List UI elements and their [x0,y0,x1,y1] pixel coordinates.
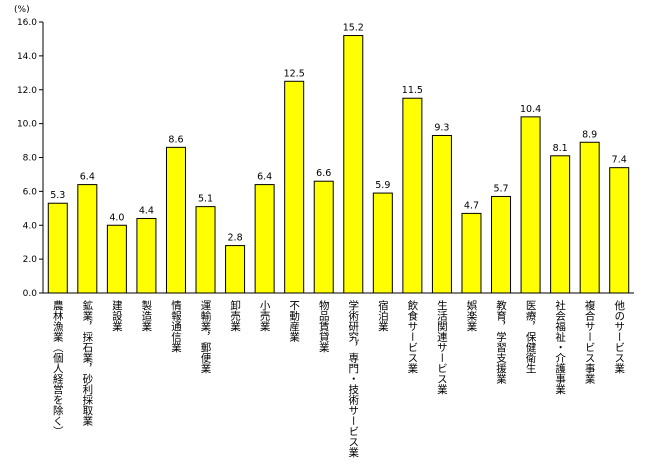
bar [520,116,541,294]
bar-value-label: 2.8 [228,233,243,244]
bar [254,184,275,294]
bar-value-label: 8.1 [553,143,568,154]
category-label: 物品賃貸業 [318,299,330,353]
bar-value-label: 4.4 [139,205,154,216]
bar-value-label: 10.4 [520,104,541,115]
bar-value-label: 5.7 [493,183,508,194]
bar-value-label: 6.6 [316,168,331,179]
category-label: 農林漁業（個人経営を除く） [52,299,64,436]
category-label: 社会福祉・介護事業 [554,299,566,395]
y-unit-label: (%) [14,5,30,15]
bar [106,224,127,294]
bar [313,180,334,294]
y-tick-label: 0.0 [23,289,38,299]
bar [136,217,157,294]
bar-value-label: 5.1 [198,194,213,205]
y-tick-label: 6.0 [23,187,38,197]
category-label: 小売業 [259,300,271,332]
bar [165,146,186,294]
bar-value-label: 6.4 [257,172,272,183]
category-label: 医療，保健衛生 [525,300,537,374]
category-label: 飲食サービス業 [406,299,418,374]
bar [402,97,423,294]
category-label: 情報通信業 [170,299,182,353]
category-label: 鉱業，採石業，砂利採取業 [81,299,93,427]
bar [609,167,630,294]
bar-value-label: 5.3 [50,190,65,201]
bar-value-label: 11.5 [402,85,423,96]
category-label: 他のサービス業 [613,299,625,374]
category-label: 製造業 [140,299,152,332]
y-tick-label: 8.0 [23,154,38,164]
bar [372,192,393,294]
bar [77,184,98,294]
bar [461,212,482,294]
bar [225,245,246,294]
y-tick-label: 14.0 [17,52,37,62]
bar [284,80,305,294]
category-label: 不動産業 [288,300,300,343]
y-tick-label: 12.0 [17,86,37,96]
bar [491,195,512,294]
bar-value-label: 4.0 [109,212,124,223]
bar-value-label: 8.9 [582,129,597,140]
y-tick-label: 16.0 [17,18,37,28]
bar [431,134,452,294]
bar-value-label: 8.6 [168,134,183,145]
category-label: 学術研究，専門・技術サービス業 [347,299,359,458]
category-label: 運輸業，郵便業 [200,300,212,374]
bar-value-label: 6.4 [80,172,95,183]
y-tick-label: 10.0 [17,120,37,130]
bar [579,141,600,294]
bar [343,35,364,294]
category-label: 卸売業 [229,299,241,332]
bar-value-label: 7.4 [612,155,627,166]
bar [195,206,216,294]
category-label: 宿泊業 [377,299,389,332]
y-tick-label: 2.0 [23,255,38,265]
bar [550,155,571,294]
category-label: 生活関連サービス業 [436,299,448,395]
category-label: 複合サービス事業 [584,299,596,385]
category-label: 娯楽業 [465,299,477,332]
y-tick-label: 4.0 [23,221,38,231]
bar-value-label: 12.5 [284,68,305,79]
category-label: 建設業 [111,299,123,332]
bar-value-label: 5.9 [375,180,390,191]
bar-value-label: 4.7 [464,200,479,211]
bar-value-label: 9.3 [434,122,449,133]
bar-value-label: 15.2 [343,23,364,34]
category-label: 教育，学習支援業 [495,299,507,385]
bar [47,202,68,294]
